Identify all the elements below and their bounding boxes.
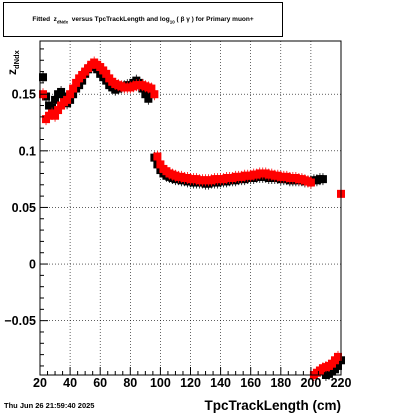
data-point-black	[51, 95, 60, 104]
x-tick-label: 60	[93, 376, 107, 390]
data-point-red	[54, 106, 63, 115]
plot-area	[40, 41, 341, 375]
data-point-red	[69, 84, 78, 93]
data-point-red	[51, 111, 60, 120]
data-point-red	[153, 152, 162, 161]
x-tick-label: 20	[33, 376, 47, 390]
x-tick-label: 120	[180, 376, 201, 390]
data-point-red	[66, 90, 75, 99]
y-tick-label: 0.05	[12, 201, 36, 215]
chart-title: Fitted zdNdx versus TpcTrackLength and l…	[4, 16, 282, 24]
data-point-red	[156, 160, 165, 169]
x-axis-label: TpcTrackLength (cm)	[204, 398, 341, 413]
y-tick-label: −0.05	[4, 314, 36, 328]
y-tick-label: 0.1	[19, 144, 36, 158]
y-axis-label: zdNdx	[5, 49, 21, 75]
title-log-subscript: 10	[169, 19, 175, 25]
data-point-black	[144, 94, 153, 103]
x-tick-label: 140	[210, 376, 231, 390]
y-axis-label-main: z	[5, 69, 19, 75]
x-tick-label: 220	[331, 376, 352, 390]
footer-date: Thu Jun 26 21:59:40 2025	[4, 401, 95, 410]
title-suffix: for Primary muon+	[195, 16, 254, 23]
x-tick-label: 100	[150, 376, 171, 390]
title-box: Fitted zdNdx versus TpcTrackLength and l…	[3, 2, 283, 37]
y-tick-label: 0	[29, 258, 36, 272]
y-axis-label-subscript: dNdx	[12, 49, 21, 69]
title-middle: versus TpcTrackLength and log	[71, 16, 170, 23]
title-paren: ( β γ )	[176, 16, 194, 23]
x-tick-label: 80	[123, 376, 137, 390]
data-point-red	[306, 178, 315, 187]
data-point-red	[147, 84, 156, 93]
data-point-red	[333, 352, 342, 361]
y-tick-label: 0.15	[12, 88, 36, 102]
data-point-red	[63, 95, 72, 104]
title-z-subscript: dNdx	[56, 19, 69, 25]
title-prefix: Fitted	[32, 16, 51, 23]
data-point-red	[72, 78, 81, 87]
title-z-symbol: z	[53, 16, 57, 23]
x-tick-label: 160	[240, 376, 261, 390]
x-tick-label: 200	[300, 376, 321, 390]
data-point-black	[141, 90, 150, 99]
data-point-black	[57, 87, 66, 96]
x-tick-label: 180	[270, 376, 291, 390]
data-point-black	[333, 361, 342, 370]
data-point-red	[102, 69, 111, 78]
data-point-black	[39, 73, 48, 82]
data-point-red	[150, 90, 159, 99]
data-point-black	[318, 175, 327, 184]
x-tick-label: 40	[63, 376, 77, 390]
